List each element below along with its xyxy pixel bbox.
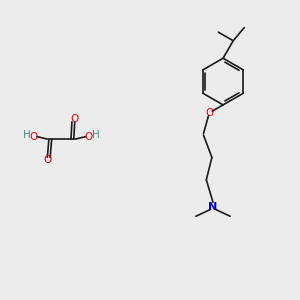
- Text: O: O: [30, 132, 38, 142]
- Text: N: N: [208, 202, 217, 212]
- Text: H: H: [92, 130, 99, 140]
- Text: O: O: [43, 155, 52, 165]
- Text: H: H: [23, 130, 31, 140]
- Text: O: O: [85, 132, 93, 142]
- Text: O: O: [70, 114, 79, 124]
- Text: O: O: [205, 108, 213, 118]
